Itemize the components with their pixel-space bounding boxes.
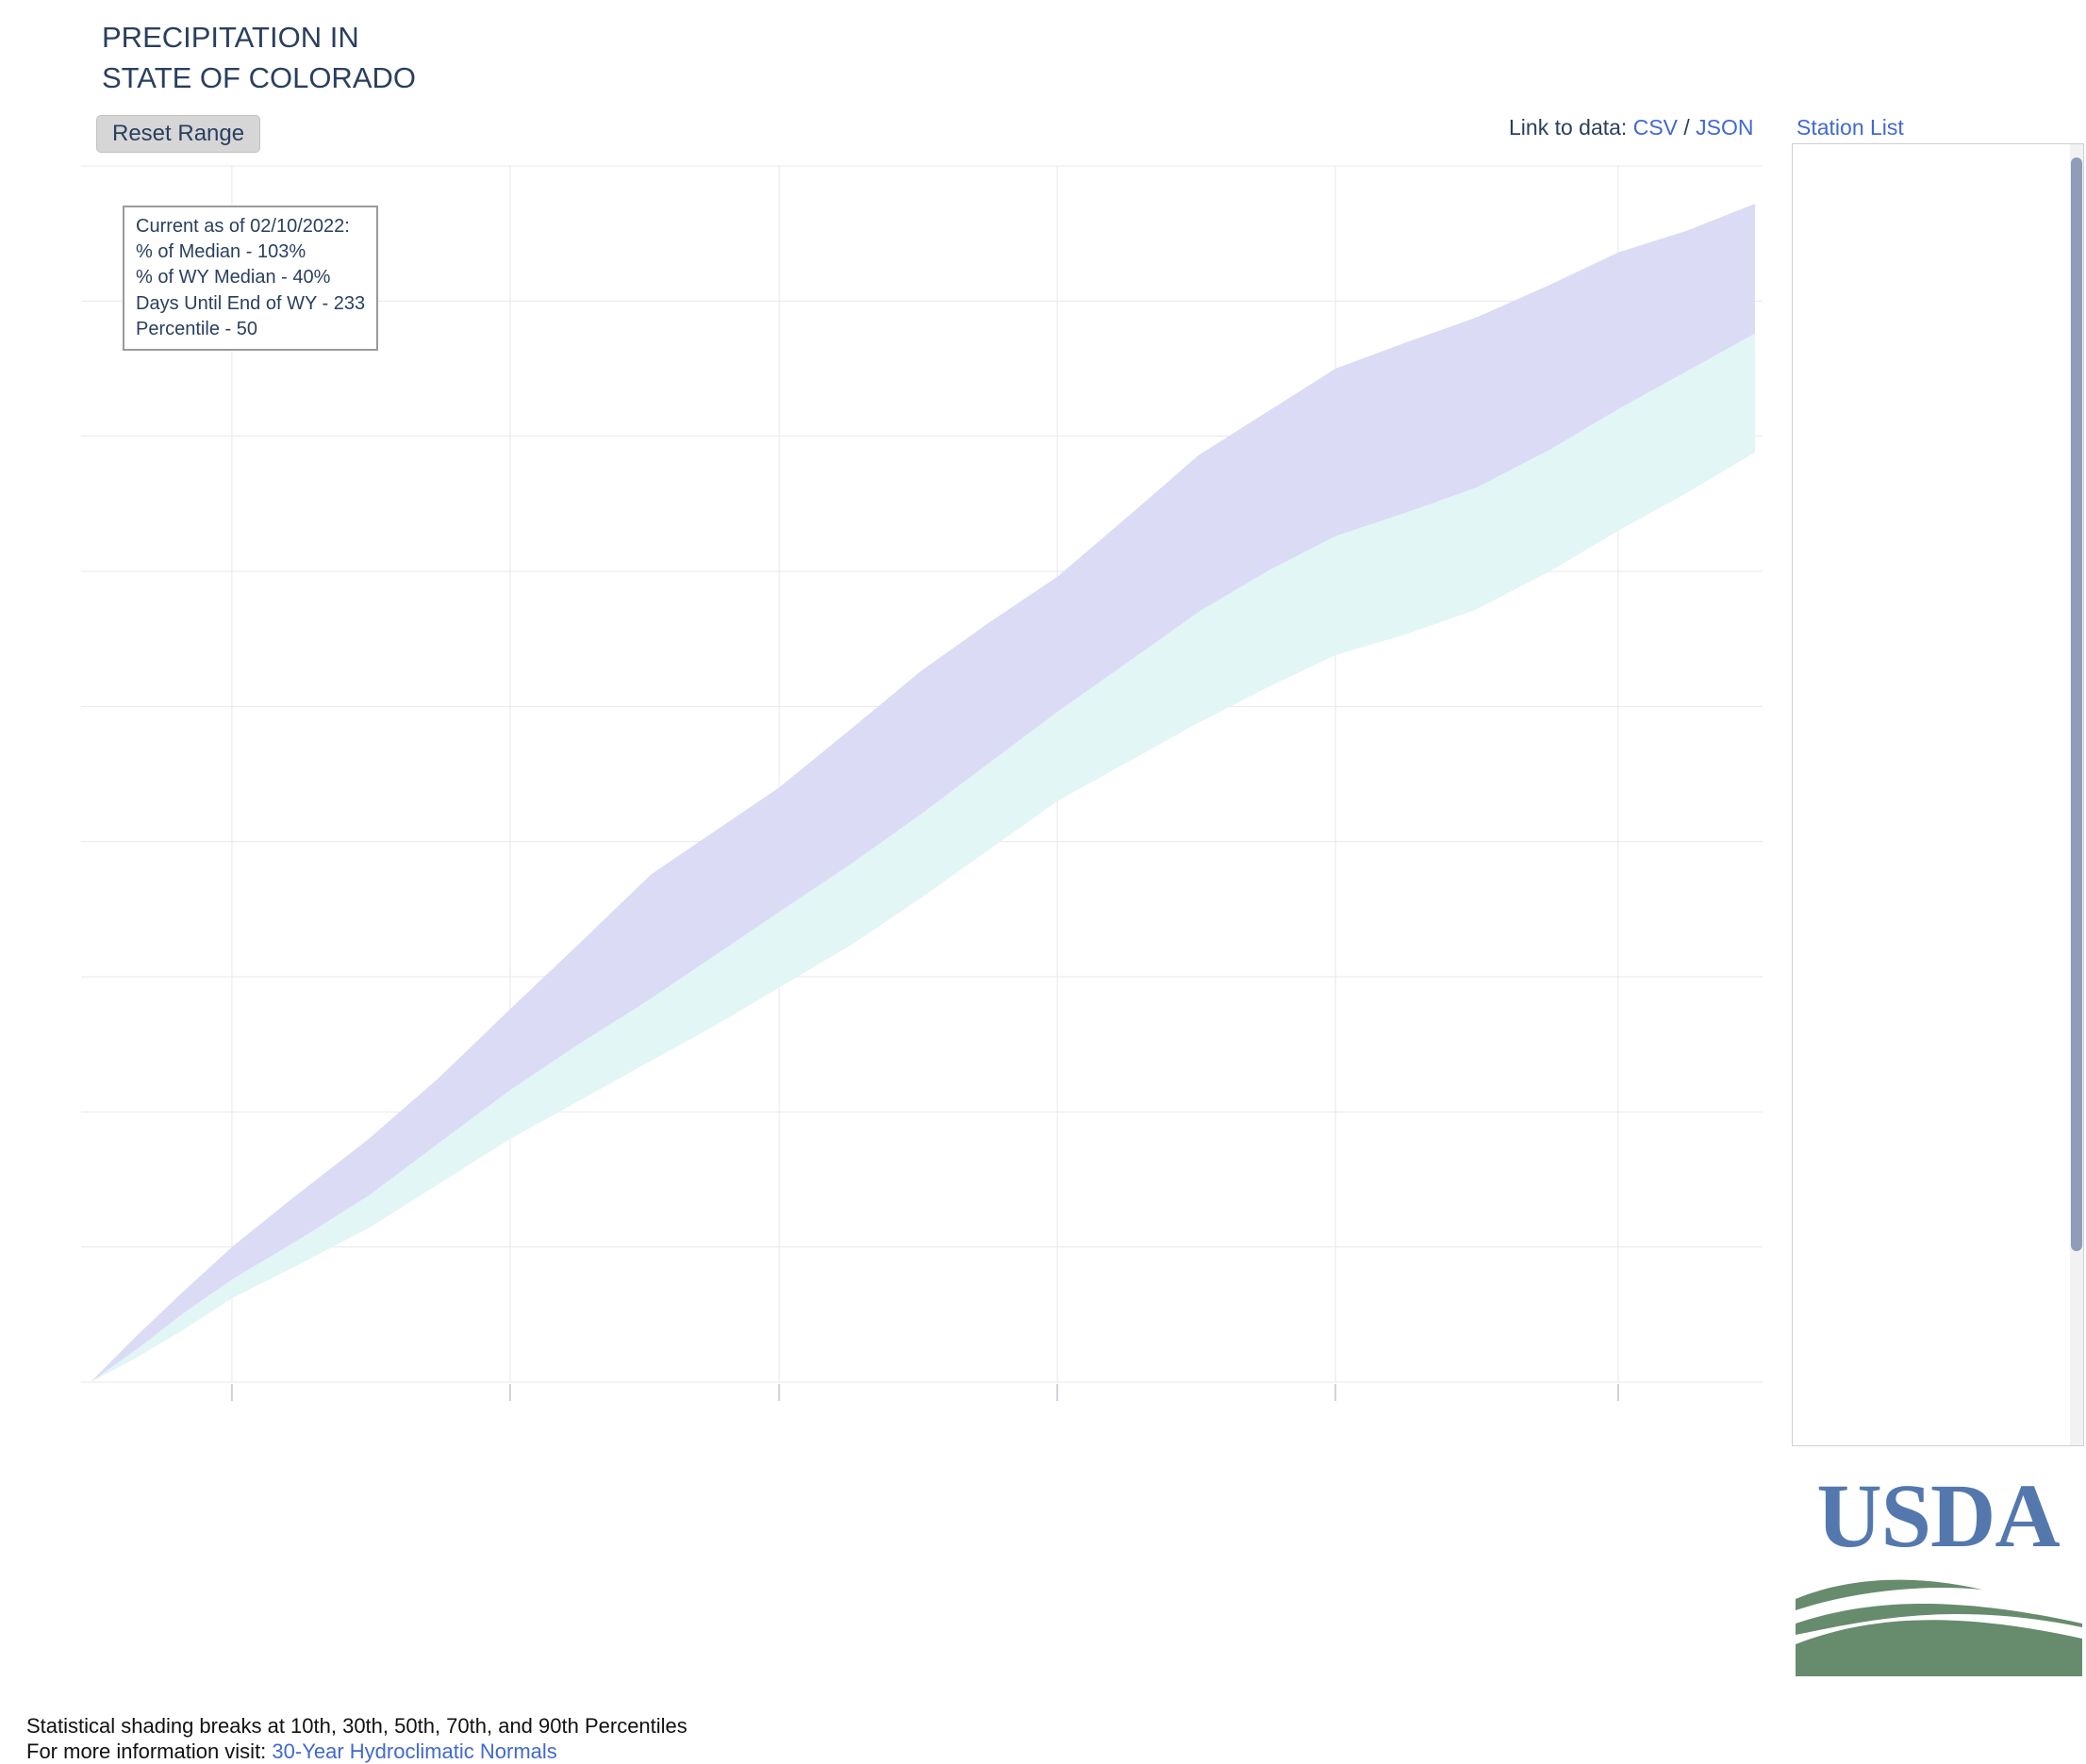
main-precip-chart[interactable] (0, 141, 1792, 1527)
current-status-annotation: Current as of 02/10/2022: % of Median - … (123, 206, 379, 351)
more-info-prefix: For more information visit: (26, 1739, 273, 1763)
annotation-line-pct-median: % of Median - 103% (136, 241, 306, 263)
legend-panel (1792, 143, 2084, 1446)
annotation-line-percentile: Percentile - 50 (136, 318, 257, 339)
json-link[interactable]: JSON (1696, 115, 1754, 140)
more-info-note: For more information visit: 30-Year Hydr… (26, 1739, 557, 1764)
legend-scrollbar-thumb[interactable] (2071, 157, 2082, 1251)
legend-scrollbar-track[interactable] (2070, 144, 2083, 1445)
station-list-link[interactable]: Station List (1796, 115, 1904, 140)
reset-range-button[interactable]: Reset Range (96, 115, 261, 153)
more-info-link[interactable]: 30-Year Hydroclimatic Normals (272, 1739, 557, 1763)
csv-link[interactable]: CSV (1632, 115, 1678, 140)
annotation-line-days-left: Days Until End of WY - 233 (136, 292, 366, 314)
usda-logo-field-icon (1796, 1579, 2082, 1676)
annotation-line-current: Current as of 02/10/2022: (136, 216, 350, 237)
usda-logo-text: USDA (1816, 1465, 2060, 1566)
link-separator: / (1683, 115, 1690, 140)
link-to-data-row: Link to data: CSV / JSON (1509, 115, 1754, 140)
page-title: PRECIPITATION IN STATE OF COLORADO (102, 17, 416, 99)
usda-logo: USDA (1794, 1471, 2082, 1688)
annotation-line-pct-wy-median: % of WY Median - 40% (136, 267, 331, 289)
range-navigator[interactable] (0, 1537, 1792, 1706)
band-90th_to_70th (91, 333, 1755, 1383)
shading-note: Statistical shading breaks at 10th, 30th… (26, 1714, 687, 1738)
page-title-line1: PRECIPITATION IN (102, 21, 359, 54)
link-to-data-label: Link to data: (1509, 115, 1628, 140)
page-title-line2: STATE OF COLORADO (102, 61, 416, 95)
band-max_to_90th (91, 204, 1755, 1383)
